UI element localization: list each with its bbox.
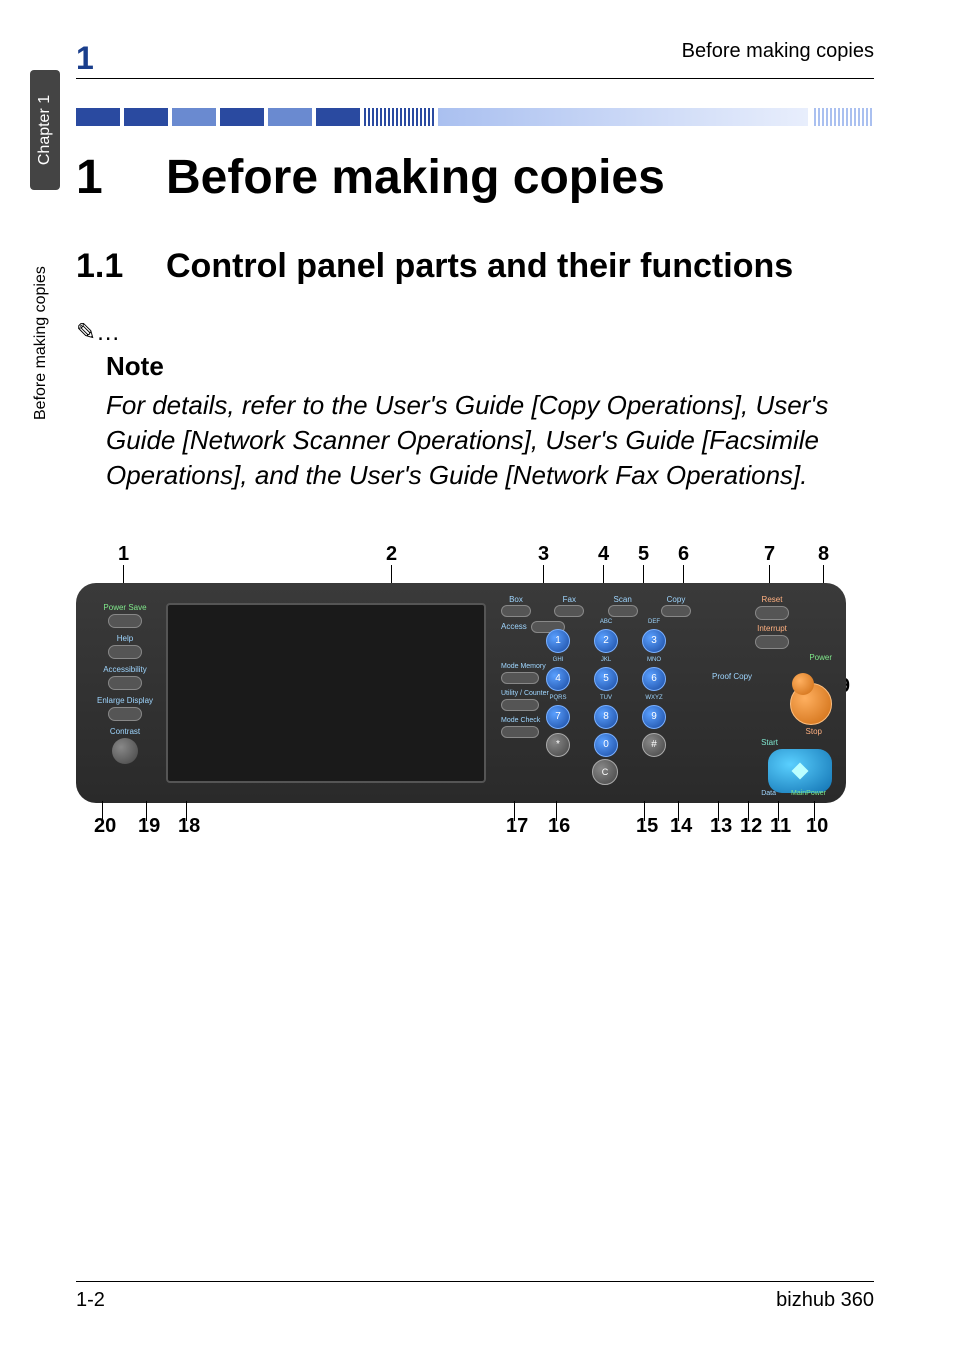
panel-button xyxy=(108,645,142,659)
callouts-top: 12345678 xyxy=(76,543,846,571)
callout-11: 11 xyxy=(770,815,791,838)
panel-label: Contrast xyxy=(90,727,160,736)
panel-label: Power Save xyxy=(90,603,160,612)
panel-label: Utility / Counter xyxy=(501,690,561,697)
footer-rule xyxy=(76,1281,874,1282)
keypad-key-2: 2 xyxy=(594,629,618,653)
callout-14: 14 xyxy=(670,815,692,838)
mode-button-copy: Copy xyxy=(661,595,691,617)
mode-button-fax: Fax xyxy=(554,595,584,617)
callout-12: 12 xyxy=(740,815,762,838)
panel-button xyxy=(501,699,539,711)
chapter-heading-number: 1 xyxy=(76,150,166,205)
section-heading-number: 1.1 xyxy=(76,245,166,288)
control-panel-figure: 12345678 9 Power SaveHelpAccessibilityEn… xyxy=(76,543,846,843)
callout-19: 19 xyxy=(138,815,160,838)
panel-keypad: ABCDEF123GHIJKLMNO456PQRSTUVWXYZ789*0# xyxy=(546,619,666,761)
side-section-label: Before making copies xyxy=(32,266,50,420)
header-rule xyxy=(76,78,874,79)
start-label: Start xyxy=(712,738,778,747)
note-body: For details, refer to the User's Guide [… xyxy=(106,388,874,493)
keypad-key-3: 3 xyxy=(642,629,666,653)
callout-1: 1 xyxy=(118,543,129,566)
callout-18: 18 xyxy=(178,815,200,838)
control-panel-illustration: Power Save Help Accessibility Enlarge Displ… xyxy=(76,583,846,803)
panel-label: Help xyxy=(90,634,160,643)
callout-6: 6 xyxy=(678,543,689,566)
interrupt-button xyxy=(755,635,789,649)
content-area: 1Before making copies 1.1Control panel p… xyxy=(76,150,874,843)
start-button xyxy=(768,749,832,793)
note-label: Note xyxy=(106,351,874,382)
proof-copy-label: Proof Copy xyxy=(712,672,832,681)
interrupt-label: Interrupt xyxy=(712,624,832,633)
callout-4: 4 xyxy=(598,543,609,566)
panel-button xyxy=(108,707,142,721)
clear-button: C xyxy=(592,759,618,785)
panel-label: Mode Memory xyxy=(501,663,561,670)
panel-button xyxy=(108,614,142,628)
side-chapter-tab: Chapter 1 xyxy=(30,70,60,190)
callout-7: 7 xyxy=(764,543,775,566)
page-number: 1-2 xyxy=(76,1289,105,1312)
callout-16: 16 xyxy=(548,815,570,838)
callout-20: 20 xyxy=(94,815,116,838)
access-label: Access xyxy=(501,622,527,631)
reset-label: Reset xyxy=(712,595,832,604)
keypad-key-5: 5 xyxy=(594,667,618,691)
callout-10: 10 xyxy=(806,815,828,838)
keypad-key-9: 9 xyxy=(642,705,666,729)
chapter-heading: 1Before making copies xyxy=(76,150,874,205)
stop-label: Stop xyxy=(712,727,822,736)
panel-button xyxy=(501,672,539,684)
keypad-key-6: 6 xyxy=(642,667,666,691)
section-heading-title: Control panel parts and their functions xyxy=(166,245,864,288)
panel-label: Accessibility xyxy=(90,665,160,674)
panel-button xyxy=(501,726,539,738)
section-heading: 1.1Control panel parts and their functio… xyxy=(76,245,874,288)
power-label: Power xyxy=(712,653,832,662)
keypad-key-0: 0 xyxy=(594,733,618,757)
panel-right-column: Reset Interrupt Power Proof Copy Stop St… xyxy=(712,595,832,793)
panel-button xyxy=(112,738,138,764)
callout-2: 2 xyxy=(386,543,397,566)
mode-button-scan: Scan xyxy=(608,595,638,617)
side-chapter-tab-label: Chapter 1 xyxy=(36,95,54,165)
note-icon: ✎… xyxy=(76,318,874,347)
panel-label: Enlarge Display xyxy=(90,696,160,705)
data-led-label: Data xyxy=(761,790,776,797)
keypad-key-1: 1 xyxy=(546,629,570,653)
panel-left-column: Power Save Help Accessibility Enlarge Displ… xyxy=(90,597,160,766)
panel-label: Mode Check xyxy=(501,717,561,724)
chapter-number-top: 1 xyxy=(76,40,94,77)
panel-button xyxy=(108,676,142,690)
keypad-key-8: 8 xyxy=(594,705,618,729)
panel-left-mid: Mode Memory Utility / Counter Mode Check xyxy=(501,663,561,744)
callout-17: 17 xyxy=(506,815,528,838)
page: Before making copies 1 Chapter 1 Before … xyxy=(0,0,954,1352)
running-head: Before making copies xyxy=(682,40,874,63)
product-name: bizhub 360 xyxy=(776,1289,874,1312)
keypad-key-#: # xyxy=(642,733,666,757)
reset-button xyxy=(755,606,789,620)
callout-13: 13 xyxy=(710,815,732,838)
panel-lcd xyxy=(166,603,486,783)
decorative-bar xyxy=(76,108,874,126)
callout-5: 5 xyxy=(638,543,649,566)
main-power-led-label: MainPower xyxy=(791,790,826,797)
callouts-bottom: 20 19 18 17 16 15 14 13 12 11 10 xyxy=(76,815,846,843)
chapter-heading-title: Before making copies xyxy=(166,151,665,204)
callout-15: 15 xyxy=(636,815,658,838)
stop-button xyxy=(792,673,814,695)
callout-3: 3 xyxy=(538,543,549,566)
mode-button-box: Box xyxy=(501,595,531,617)
